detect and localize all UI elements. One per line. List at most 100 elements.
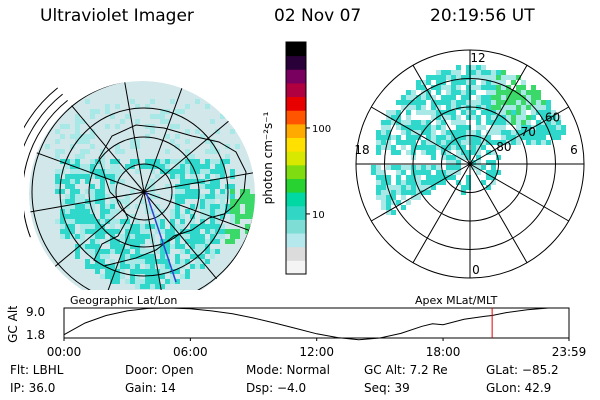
- aurora-pixel: [100, 214, 105, 219]
- aurora-pixel: [220, 174, 225, 179]
- apex-aurora-pixel: [491, 140, 496, 145]
- aurora-pixel: [85, 134, 90, 139]
- apex-aurora-pixel: [511, 135, 516, 140]
- aurora-pixel: [145, 229, 150, 234]
- aurora-pixel: [145, 219, 150, 224]
- apex-aurora-pixel: [436, 105, 441, 110]
- aurora-pixel: [80, 204, 85, 209]
- aurora-pixel: [210, 254, 215, 259]
- apex-aurora-pixel: [456, 100, 461, 105]
- apex-aurora-pixel: [491, 115, 496, 120]
- aurora-pixel: [150, 194, 155, 199]
- apex-aurora-pixel: [521, 135, 526, 140]
- aurora-pixel: [210, 119, 215, 124]
- apex-aurora-pixel: [456, 70, 461, 75]
- aurora-pixel: [60, 149, 65, 154]
- aurora-pixel: [230, 204, 235, 209]
- aurora-pixel: [110, 239, 115, 244]
- apex-aurora-pixel: [486, 80, 491, 85]
- aurora-pixel: [145, 184, 150, 189]
- apex-aurora-pixel: [421, 145, 426, 150]
- aurora-pixel: [150, 189, 155, 194]
- aurora-pixel: [95, 254, 100, 259]
- apex-aurora-pixel: [396, 165, 401, 170]
- aurora-pixel: [245, 199, 250, 204]
- aurora-pixel: [145, 279, 150, 284]
- aurora-pixel: [140, 249, 145, 254]
- aurora-pixel: [85, 174, 90, 179]
- apex-aurora-pixel: [531, 135, 536, 140]
- apex-aurora-pixel: [431, 150, 436, 155]
- aurora-pixel: [70, 189, 75, 194]
- apex-aurora-pixel: [476, 170, 481, 175]
- aurora-pixel: [105, 219, 110, 224]
- apex-aurora-pixel: [381, 135, 386, 140]
- aurora-pixel: [65, 184, 70, 189]
- aurora-pixel: [100, 229, 105, 234]
- apex-aurora-pixel: [411, 145, 416, 150]
- aurora-pixel: [115, 279, 120, 284]
- aurora-pixel: [65, 214, 70, 219]
- aurora-pixel: [230, 229, 235, 234]
- aurora-pixel: [240, 199, 245, 204]
- footer-field: GLat: −85.2: [486, 363, 559, 377]
- aurora-pixel: [110, 179, 115, 184]
- aurora-pixel: [125, 224, 130, 229]
- aurora-pixel: [210, 224, 215, 229]
- aurora-pixel: [180, 189, 185, 194]
- apex-aurora-pixel: [481, 165, 486, 170]
- apex-aurora-pixel: [526, 140, 531, 145]
- apex-aurora-pixel: [486, 115, 491, 120]
- aurora-pixel: [135, 254, 140, 259]
- aurora-pixel: [90, 204, 95, 209]
- apex-aurora-pixel: [531, 95, 536, 100]
- aurora-pixel: [60, 189, 65, 194]
- apex-aurora-pixel: [421, 120, 426, 125]
- mlt-line: [469, 163, 528, 263]
- apex-aurora-pixel: [486, 85, 491, 90]
- aurora-pixel: [85, 249, 90, 254]
- aurora-pixel: [150, 269, 155, 274]
- apex-aurora-pixel: [486, 70, 491, 75]
- aurora-pixel: [110, 184, 115, 189]
- aurora-pixel: [90, 174, 95, 179]
- aurora-pixel: [230, 199, 235, 204]
- aurora-pixel: [165, 279, 170, 284]
- aurora-pixel: [70, 194, 75, 199]
- aurora-pixel: [165, 234, 170, 239]
- apex-aurora-pixel: [476, 65, 481, 70]
- apex-aurora-pixel: [431, 180, 436, 185]
- apex-aurora-pixel: [401, 185, 406, 190]
- aurora-pixel: [115, 209, 120, 214]
- meridian-line: [143, 191, 180, 290]
- apex-aurora-pixel: [481, 75, 486, 80]
- apex-aurora-pixel: [536, 130, 541, 135]
- aurora-pixel: [120, 224, 125, 229]
- apex-aurora-pixel: [461, 125, 466, 130]
- aurora-pixel: [180, 184, 185, 189]
- apex-aurora-pixel: [541, 130, 546, 135]
- aurora-pixel: [130, 224, 135, 229]
- aurora-pixel: [70, 209, 75, 214]
- apex-aurora-pixel: [486, 75, 491, 80]
- aurora-pixel: [185, 234, 190, 239]
- aurora-pixel: [55, 189, 60, 194]
- apex-aurora-pixel: [416, 125, 421, 130]
- aurora-pixel: [175, 159, 180, 164]
- aurora-pixel: [190, 229, 195, 234]
- apex-aurora-pixel: [416, 130, 421, 135]
- apex-aurora-pixel: [481, 95, 486, 100]
- apex-aurora-pixel: [391, 210, 396, 215]
- aurora-pixel: [240, 214, 245, 219]
- apex-aurora-pixel: [446, 175, 451, 180]
- aurora-pixel: [250, 209, 255, 214]
- apex-aurora-pixel: [526, 115, 531, 120]
- aurora-pixel: [220, 229, 225, 234]
- apex-aurora-pixel: [551, 125, 556, 130]
- apex-aurora-pixel: [376, 135, 381, 140]
- mlt-line: [371, 163, 471, 222]
- apex-aurora-pixel: [431, 115, 436, 120]
- aurora-pixel: [145, 234, 150, 239]
- apex-aurora-pixel: [436, 170, 441, 175]
- apex-aurora-pixel: [476, 150, 481, 155]
